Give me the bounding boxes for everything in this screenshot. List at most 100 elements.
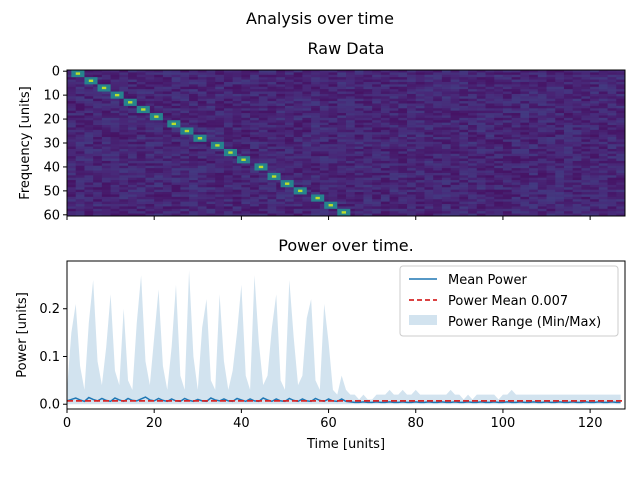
heatmap-noise-cell	[171, 105, 181, 109]
heatmap-noise-cell	[555, 77, 565, 80]
heatmap-noise-cell	[145, 163, 155, 167]
heatmap-noise-cell	[162, 108, 172, 111]
heatmap-noise-cell	[494, 115, 504, 119]
heatmap-noise-cell	[215, 134, 225, 138]
heatmap-noise-cell	[241, 213, 251, 217]
heatmap-noise-cell	[110, 115, 120, 119]
heatmap-noise-cell	[276, 86, 286, 90]
heatmap-noise-cell	[433, 199, 443, 202]
heatmap-noise-cell	[154, 168, 164, 171]
heatmap-noise-cell	[572, 151, 582, 155]
heatmap-noise-cell	[276, 206, 286, 210]
heatmap-noise-cell	[485, 89, 495, 92]
heatmap-noise-cell	[241, 192, 251, 195]
heatmap-noise-cell	[450, 201, 460, 205]
heatmap-noise-cell	[433, 96, 443, 100]
heatmap-noise-cell	[407, 122, 417, 126]
heatmap-noise-cell	[110, 110, 120, 114]
heatmap-noise-cell	[616, 184, 626, 188]
heatmap-noise-cell	[354, 132, 364, 135]
heatmap-noise-cell	[468, 86, 478, 90]
heatmap-noise-cell	[110, 98, 120, 102]
heatmap-noise-cell	[284, 206, 294, 210]
heatmap-noise-cell	[476, 72, 486, 76]
heatmap-noise-cell	[145, 156, 155, 159]
heatmap-noise-cell	[407, 101, 417, 104]
heatmap-noise-cell	[67, 144, 77, 147]
heatmap-noise-cell	[537, 180, 547, 183]
heatmap-noise-cell	[433, 77, 443, 80]
power-plot-area	[66, 270, 625, 405]
heatmap-noise-cell	[119, 129, 129, 133]
heatmap-noise-cell	[502, 187, 512, 190]
heatmap-noise-cell	[459, 175, 469, 179]
heatmap-noise-cell	[450, 151, 460, 155]
heatmap-noise-cell	[276, 160, 286, 164]
heatmap-noise-cell	[311, 101, 321, 104]
heatmap-noise-cell	[75, 77, 85, 80]
heatmap-noise-cell	[75, 125, 85, 128]
heatmap-noise-cell	[250, 196, 260, 200]
heatmap-noise-cell	[354, 208, 364, 212]
heatmap-noise-cell	[206, 93, 216, 97]
heatmap-noise-cell	[189, 177, 199, 181]
heatmap-noise-cell	[232, 182, 242, 186]
heatmap-noise-cell	[520, 105, 530, 109]
heatmap-noise-cell	[441, 101, 451, 104]
heatmap-noise-cell	[171, 113, 181, 116]
heatmap-noise-cell	[441, 129, 451, 133]
heatmap-noise-cell	[563, 180, 573, 183]
heatmap-noise-cell	[563, 144, 573, 147]
heatmap-noise-cell	[616, 168, 626, 171]
heatmap-noise-cell	[494, 213, 504, 217]
heatmap-noise-cell	[468, 129, 478, 133]
heatmap-noise-cell	[537, 148, 547, 152]
heatmap-noise-cell	[546, 175, 556, 179]
heatmap-noise-cell	[398, 211, 408, 214]
heatmap-noise-cell	[363, 158, 373, 162]
heatmap-noise-cell	[189, 77, 199, 80]
heatmap-noise-cell	[110, 120, 120, 123]
heatmap-noise-cell	[581, 196, 591, 200]
heatmap-noise-cell	[363, 156, 373, 159]
heatmap-noise-cell	[84, 184, 94, 188]
heatmap-noise-cell	[101, 81, 111, 85]
power-y-tick-label: 0.0	[39, 398, 60, 413]
heatmap-noise-cell	[581, 132, 591, 135]
heatmap-noise-cell	[581, 160, 591, 164]
heatmap-noise-cell	[284, 199, 294, 202]
heatmap-noise-cell	[171, 146, 181, 150]
heatmap-noise-cell	[372, 74, 382, 78]
heatmap-noise-cell	[171, 77, 181, 80]
heatmap-noise-cell	[311, 192, 321, 195]
heatmap-noise-cell	[354, 70, 364, 73]
heatmap-noise-cell	[494, 158, 504, 162]
heatmap-noise-cell	[128, 134, 138, 138]
heatmap-noise-cell	[232, 79, 242, 83]
heatmap-noise-cell	[563, 89, 573, 92]
heatmap-noise-cell	[293, 137, 303, 140]
heatmap-noise-cell	[101, 199, 111, 202]
heatmap-noise-cell	[215, 168, 225, 171]
heatmap-noise-cell	[563, 211, 573, 214]
heatmap-noise-cell	[407, 187, 417, 190]
heatmap-noise-cell	[267, 79, 277, 83]
heatmap-noise-cell	[128, 74, 138, 78]
heatmap-noise-cell	[581, 115, 591, 119]
heatmap-noise-cell	[407, 194, 417, 198]
heatmap-noise-cell	[415, 98, 425, 102]
heatmap-noise-cell	[380, 110, 390, 114]
heatmap-noise-cell	[363, 206, 373, 210]
heatmap-noise-cell	[284, 148, 294, 152]
heatmap-noise-cell	[197, 103, 207, 107]
heatmap-noise-cell	[363, 113, 373, 116]
heatmap-noise-cell	[180, 103, 190, 107]
heatmap-noise-cell	[110, 101, 120, 104]
heatmap-noise-cell	[485, 117, 495, 121]
heatmap-noise-cell	[346, 122, 356, 126]
heatmap-noise-cell	[598, 117, 608, 121]
heatmap-noise-cell	[136, 158, 146, 162]
heatmap-noise-cell	[354, 187, 364, 190]
heatmap-noise-cell	[311, 93, 321, 97]
heatmap-noise-cell	[75, 115, 85, 119]
